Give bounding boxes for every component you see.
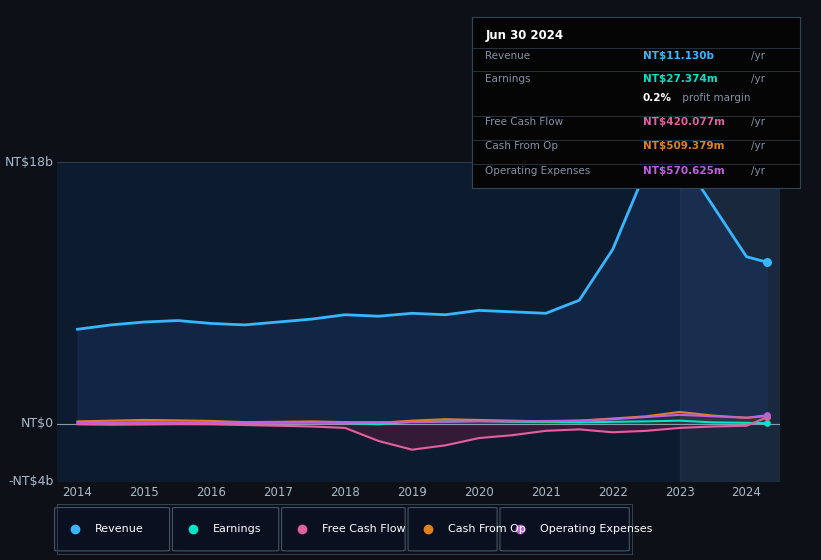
Text: NT$11.130b: NT$11.130b: [643, 51, 713, 61]
Text: /yr: /yr: [751, 166, 765, 176]
Bar: [680, 162, 780, 482]
Text: Free Cash Flow: Free Cash Flow: [322, 524, 406, 534]
Point: [760, 413, 773, 422]
Text: NT$420.077m: NT$420.077m: [643, 116, 725, 127]
Text: NT$570.625m: NT$570.625m: [643, 166, 725, 176]
Text: Operating Expenses: Operating Expenses: [540, 524, 653, 534]
Text: Revenue: Revenue: [95, 524, 144, 534]
Point: [760, 411, 773, 420]
Text: NT$509.379m: NT$509.379m: [643, 142, 724, 152]
Text: 0.2%: 0.2%: [643, 93, 672, 103]
Text: /yr: /yr: [751, 51, 765, 61]
Point: [760, 419, 773, 428]
Text: NT$27.374m: NT$27.374m: [643, 74, 718, 84]
Text: /yr: /yr: [751, 74, 765, 84]
Text: NT$18b: NT$18b: [5, 156, 54, 169]
Text: -NT$4b: -NT$4b: [8, 475, 54, 488]
Text: Free Cash Flow: Free Cash Flow: [485, 116, 563, 127]
FancyBboxPatch shape: [500, 507, 629, 551]
Point: [760, 258, 773, 267]
Text: Earnings: Earnings: [213, 524, 261, 534]
Text: Operating Expenses: Operating Expenses: [485, 166, 590, 176]
Text: profit margin: profit margin: [679, 93, 750, 103]
Text: Jun 30 2024: Jun 30 2024: [485, 29, 563, 42]
Text: /yr: /yr: [751, 116, 765, 127]
FancyBboxPatch shape: [408, 507, 497, 551]
Text: Cash From Op: Cash From Op: [448, 524, 526, 534]
Text: NT$0: NT$0: [21, 417, 54, 430]
Text: Cash From Op: Cash From Op: [485, 142, 558, 152]
FancyBboxPatch shape: [55, 507, 169, 551]
FancyBboxPatch shape: [172, 507, 279, 551]
FancyBboxPatch shape: [282, 507, 406, 551]
Text: Revenue: Revenue: [485, 51, 530, 61]
Point: [760, 412, 773, 421]
Text: Earnings: Earnings: [485, 74, 530, 84]
Text: /yr: /yr: [751, 142, 765, 152]
